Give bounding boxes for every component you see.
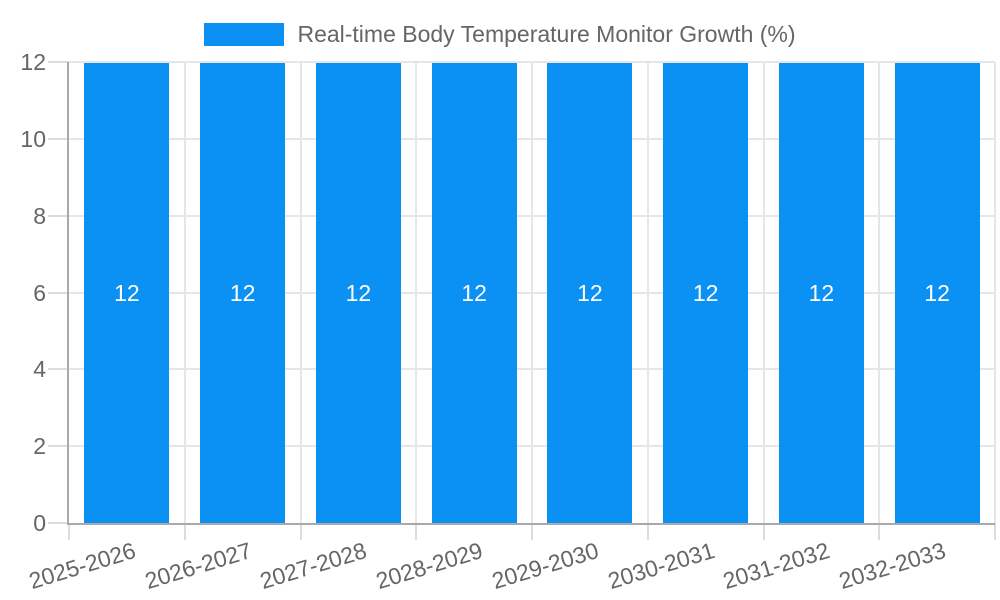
gridline	[299, 62, 302, 523]
bar	[547, 63, 633, 523]
bar-value-label: 12	[345, 280, 372, 306]
x-axis-label: 2025-2026	[25, 537, 139, 595]
bar-value-label: 12	[229, 280, 256, 306]
bar-value-label: 12	[577, 280, 603, 306]
x-axis-tick	[299, 523, 302, 540]
gridline	[415, 62, 418, 523]
bar-value-label: 12	[692, 280, 719, 306]
y-axis-tick	[48, 445, 69, 448]
x-axis-line	[67, 523, 995, 525]
gridline	[878, 62, 881, 523]
bar	[431, 63, 517, 523]
bar	[315, 63, 401, 523]
legend[interactable]: Real-time Body Temperature Monitor Growt…	[0, 0, 1000, 48]
x-axis-tick	[878, 523, 881, 540]
y-axis-label: 8	[33, 202, 46, 229]
x-axis-label: 2030-2031	[604, 537, 718, 595]
gridline	[994, 62, 996, 523]
bar	[894, 63, 980, 523]
gridline	[531, 62, 533, 523]
y-axis-label: 10	[20, 125, 46, 152]
y-axis-label: 12	[20, 49, 46, 75]
x-axis-label: 2031-2032	[720, 537, 833, 595]
bar-value-label: 12	[808, 280, 835, 306]
x-axis-tick	[646, 523, 649, 540]
bar	[663, 63, 749, 523]
y-axis-tick	[48, 61, 69, 63]
x-axis-tick	[531, 523, 533, 540]
bar-value-label: 12	[461, 280, 487, 306]
y-axis-tick	[48, 214, 69, 217]
y-axis-label: 0	[33, 510, 46, 536]
gridline	[762, 62, 765, 523]
y-axis-tick	[48, 291, 69, 294]
chart-title: Real-time Body Temperature Monitor Growt…	[297, 21, 796, 47]
y-axis-tick	[48, 522, 69, 524]
y-axis-label: 6	[33, 279, 46, 306]
y-axis-label: 4	[33, 356, 46, 383]
y-axis-label: 2	[33, 433, 46, 460]
bar	[778, 63, 864, 523]
x-axis-tick	[183, 523, 186, 540]
x-axis-label: 2028-2029	[372, 537, 486, 595]
gridline	[183, 62, 186, 523]
x-axis-tick	[762, 523, 765, 540]
y-axis-tick	[48, 368, 69, 371]
bar-value-label: 12	[114, 280, 140, 306]
x-axis-label: 2026-2027	[141, 537, 255, 595]
bar-value-label: 12	[924, 280, 950, 306]
y-axis-tick	[48, 137, 69, 140]
bar	[84, 63, 170, 523]
gridline	[646, 62, 649, 523]
x-axis-tick	[994, 523, 996, 540]
legend-swatch	[204, 23, 285, 46]
x-axis-label: 2032-2033	[835, 537, 949, 595]
bar	[200, 63, 286, 523]
x-axis-label: 2027-2028	[257, 537, 370, 595]
x-axis-tick	[415, 523, 418, 540]
x-axis-tick	[68, 523, 70, 540]
x-axis-label: 2029-2030	[488, 537, 602, 595]
y-axis-line	[67, 62, 69, 523]
